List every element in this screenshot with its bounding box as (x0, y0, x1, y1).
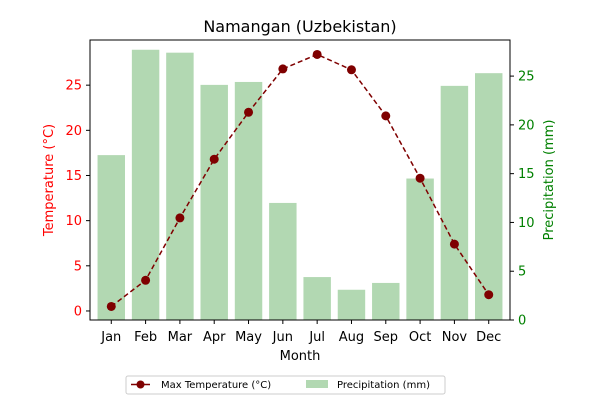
x-tick-label: May (235, 330, 262, 345)
right-y-tick-label: 15 (518, 167, 535, 182)
bars-layer (97, 49, 503, 321)
temperature-point-jul (312, 49, 322, 59)
precipitation-bar-apr (200, 84, 228, 320)
precipitation-bar-sep (372, 282, 400, 320)
temperature-point-dec (484, 290, 494, 300)
left-y-tick-label: 15 (65, 169, 82, 184)
x-axis-title: Month (280, 349, 321, 364)
right-y-axis-title: Precipitation (mm) (542, 120, 557, 241)
left-y-tick-label: 10 (65, 214, 82, 229)
left-y-tick-label: 5 (74, 259, 82, 274)
temperature-point-sep (381, 111, 391, 121)
x-tick-label: Aug (339, 330, 364, 345)
right-y-tick-label: 5 (518, 265, 526, 280)
temperature-point-nov (449, 239, 459, 249)
x-tick-label: Jan (100, 330, 121, 345)
legend-label-temperature: Max Temperature (°C) (161, 380, 271, 391)
x-axis: Jan Feb Mar Apr May Jun Jul Aug Sep Oct Nov Dec (100, 320, 501, 345)
chart-title: Namangan (Uzbekistan) (203, 17, 396, 36)
x-tick-label: Dec (476, 330, 501, 345)
plot-frame (89, 39, 511, 321)
x-tick-label: Mar (168, 330, 193, 345)
temperature-point-jan (106, 301, 116, 311)
right-y-tick-label: 10 (518, 216, 535, 231)
precipitation-bar-jan (97, 155, 125, 320)
temperature-point-jun (278, 64, 288, 74)
precipitation-bar-oct (406, 178, 434, 320)
x-tick-label: Jun (272, 330, 293, 345)
x-tick-label: Oct (409, 330, 431, 345)
right-y-axis: 0 5 10 15 20 25 (510, 70, 535, 329)
x-tick-label: Sep (374, 330, 399, 345)
left-y-tick-label: 0 (74, 304, 82, 319)
temperature-line (110, 53, 490, 308)
x-tick-label: Nov (442, 330, 468, 345)
x-tick-label: Feb (134, 330, 157, 345)
left-y-axis-title: Temperature (°C) (42, 124, 57, 237)
right-y-tick-label: 20 (518, 118, 535, 133)
precipitation-bar-feb (131, 49, 160, 320)
legend-bar-swatch (306, 380, 328, 388)
precipitation-bar-jul (303, 277, 331, 320)
left-y-tick-label: 25 (65, 79, 82, 94)
precipitation-bar-mar (166, 52, 194, 321)
right-y-tick-label: 0 (518, 314, 526, 329)
right-y-tick-label: 25 (518, 70, 535, 85)
precipitation-bar-may (234, 81, 263, 320)
legend: Max Temperature (°C) Precipitation (mm) (125, 375, 446, 395)
line-layer (106, 49, 494, 311)
x-tick-label: Jul (308, 330, 325, 345)
legend-label-precipitation: Precipitation (mm) (337, 380, 430, 391)
temperature-point-apr (209, 154, 219, 164)
temperature-point-mar (175, 213, 185, 223)
precipitation-bar-aug (337, 289, 366, 320)
legend-frame (125, 375, 446, 395)
precipitation-bar-jun (269, 202, 297, 320)
legend-line-marker (136, 380, 145, 389)
left-y-tick-label: 20 (65, 124, 82, 139)
temperature-point-aug (346, 65, 356, 75)
temperature-point-feb (141, 275, 151, 285)
x-tick-label: Apr (203, 330, 226, 345)
precipitation-bar-dec (475, 73, 503, 320)
left-y-axis: 0 5 10 15 20 25 (65, 79, 90, 319)
temperature-point-oct (415, 173, 425, 183)
precipitation-bar-nov (440, 85, 469, 320)
temperature-point-may (244, 107, 254, 117)
